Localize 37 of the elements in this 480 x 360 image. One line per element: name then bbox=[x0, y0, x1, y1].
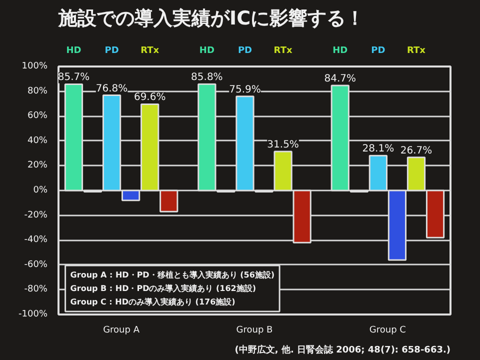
text: (中野広文, 他. 日腎会誌 2006; 48(7): 658-663.) bbox=[234, 344, 450, 356]
text: HD bbox=[199, 46, 214, 56]
text: PD bbox=[104, 46, 119, 56]
y-tick-label: -60% bbox=[24, 260, 48, 270]
data-label: 26.7% bbox=[400, 145, 432, 156]
x-tick-label: Group C bbox=[369, 326, 406, 336]
text: PD bbox=[371, 46, 386, 56]
y-tick-label: 60% bbox=[27, 111, 48, 122]
y-tick-label: 100% bbox=[22, 62, 48, 72]
annotation: Group C : HDのみ導入実績あり (176施設) bbox=[70, 296, 236, 306]
x-tick-label: Group B bbox=[236, 326, 273, 336]
text: RTx bbox=[407, 46, 426, 56]
text: PD bbox=[238, 46, 252, 56]
chart-title: 施設での導入実績がICに影響する！ bbox=[58, 8, 365, 30]
y-tick-label: -40% bbox=[24, 235, 48, 246]
text: HD bbox=[332, 46, 348, 56]
y-tick-label: -80% bbox=[24, 284, 48, 295]
y-tick-label: 80% bbox=[27, 86, 48, 96]
data-label: 69.6% bbox=[134, 92, 166, 104]
data-label: 75.9% bbox=[229, 84, 261, 96]
y-tick-label: -20% bbox=[24, 210, 48, 220]
text: RTx bbox=[140, 46, 160, 56]
data-label: 85.8% bbox=[191, 72, 223, 84]
data-label: 28.1% bbox=[362, 144, 394, 155]
y-tick-label: 40% bbox=[27, 136, 48, 146]
y-tick-label: 0% bbox=[33, 186, 48, 196]
data-label: 85.7% bbox=[58, 72, 90, 84]
x-tick-label: Group A bbox=[103, 326, 140, 336]
y-tick-label: 20% bbox=[27, 160, 48, 171]
data-label: 84.7% bbox=[324, 73, 356, 84]
text: HD bbox=[66, 46, 82, 56]
text: RTx bbox=[274, 46, 292, 56]
annotation: Group A : HD・PD・移植とも導入実績あり (56施設) bbox=[70, 270, 275, 280]
data-label: 31.5% bbox=[267, 139, 299, 150]
annotation: Group B : HD・PDのみ導入実績あり (162施設) bbox=[70, 283, 256, 293]
y-tick-label: -100% bbox=[18, 310, 48, 320]
data-label: 76.8% bbox=[96, 83, 128, 94]
